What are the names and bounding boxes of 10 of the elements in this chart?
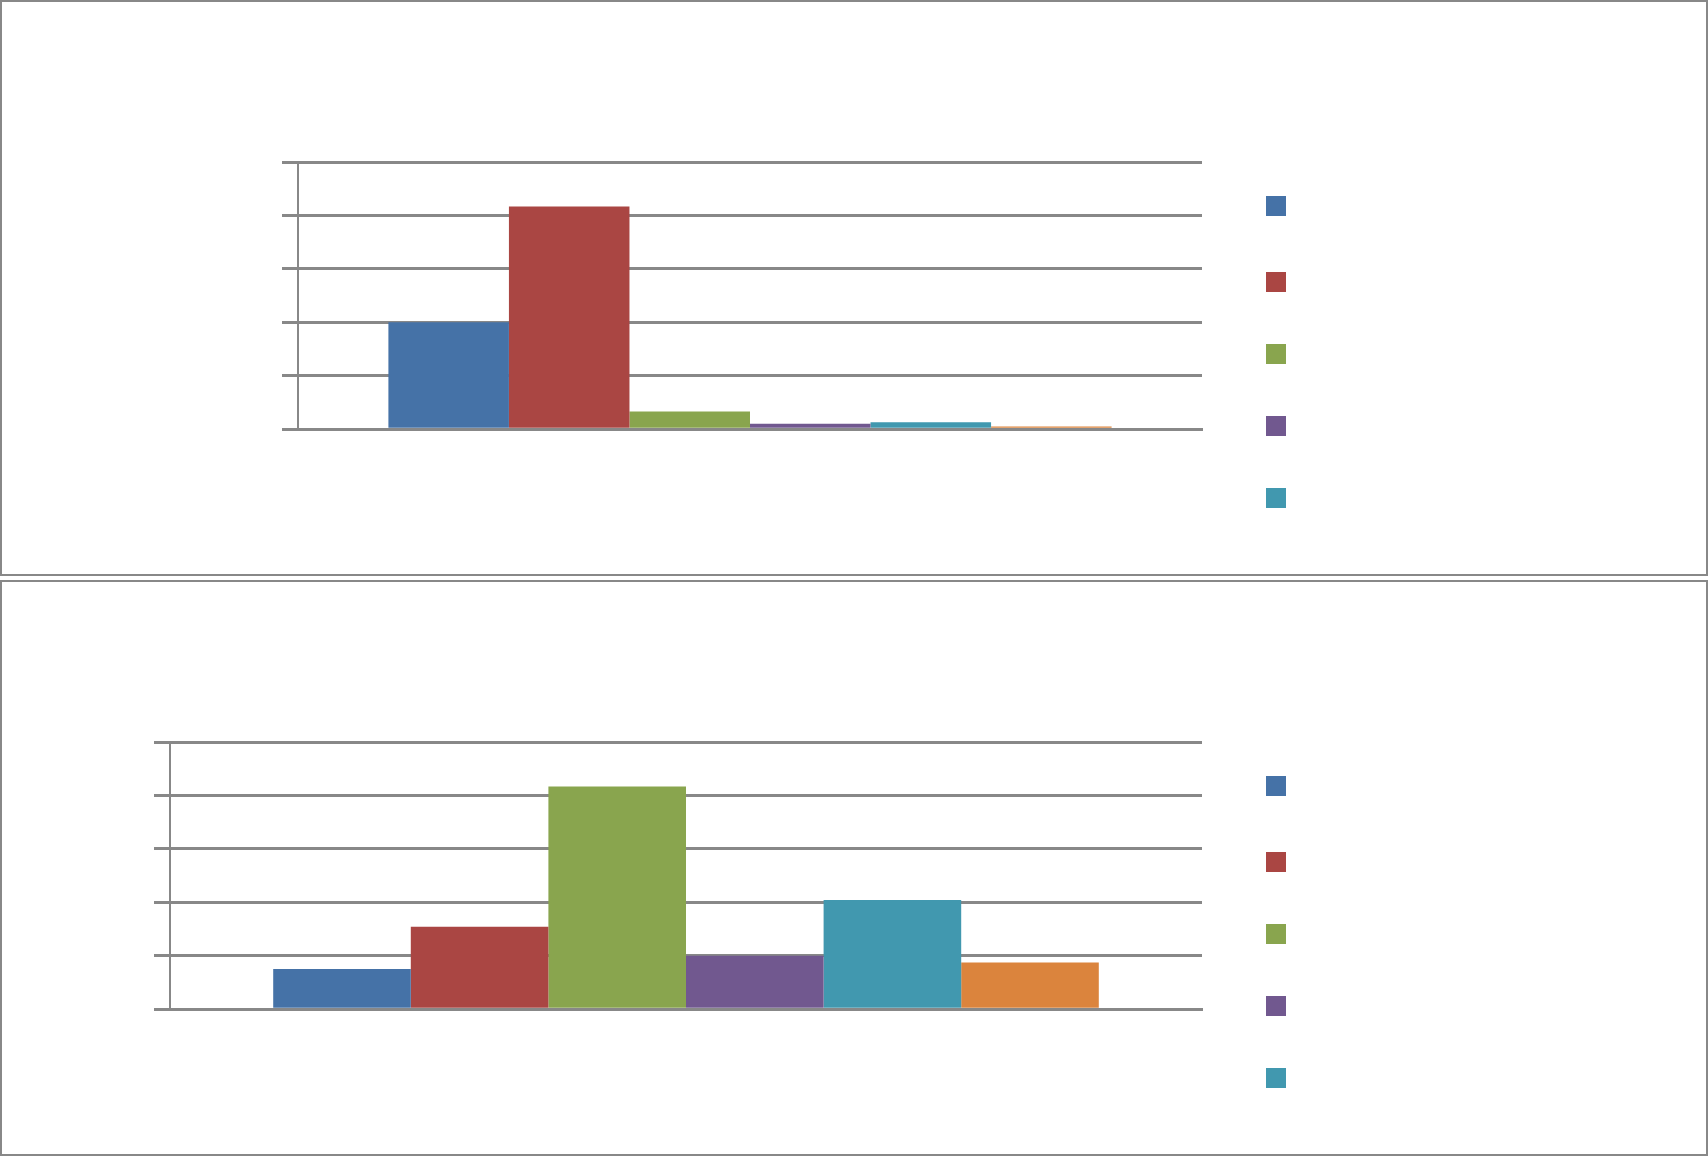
bar (870, 422, 992, 428)
bar (508, 206, 630, 428)
bar (686, 955, 824, 1008)
bar (273, 969, 411, 1008)
bar (629, 411, 750, 428)
bar (823, 900, 962, 1008)
bar (548, 786, 686, 1008)
bar (388, 322, 509, 428)
bar (961, 962, 1099, 1008)
bar (410, 926, 549, 1008)
